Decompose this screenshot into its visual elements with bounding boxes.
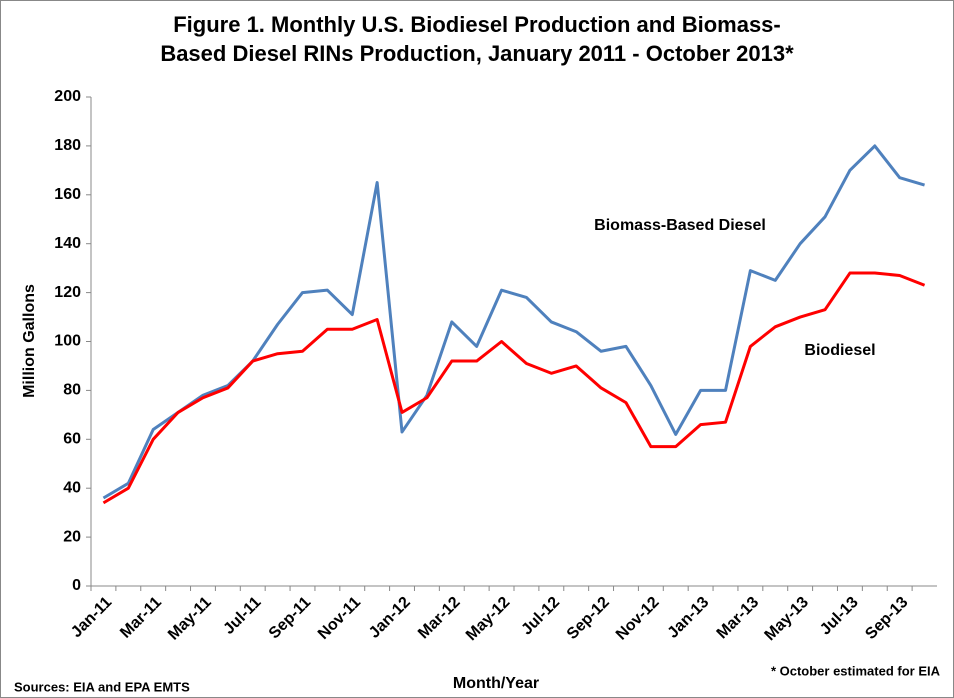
y-tick-label: 140 xyxy=(54,235,81,252)
y-tick-label: 180 xyxy=(54,137,81,154)
y-tick-label: 0 xyxy=(72,577,81,594)
series-label: Biodiesel xyxy=(804,342,875,359)
source-note: Sources: EIA and EPA EMTS xyxy=(14,679,190,694)
x-axis-label: Month/Year xyxy=(453,675,539,692)
y-tick-label: 160 xyxy=(54,186,81,203)
series-label: Biomass-Based Diesel xyxy=(594,217,766,234)
series-line xyxy=(102,271,926,505)
y-tick-label: 120 xyxy=(54,284,81,301)
y-tick-label: 20 xyxy=(63,528,81,545)
chart-title: Figure 1. Monthly U.S. Biodiesel Product… xyxy=(173,12,781,37)
chart-title: Based Diesel RINs Production, January 20… xyxy=(160,41,794,66)
y-axis-label: Million Gallons xyxy=(21,284,38,398)
y-tick-label: 80 xyxy=(63,382,81,399)
y-tick-label: 40 xyxy=(63,479,81,496)
y-tick-label: 100 xyxy=(54,333,81,350)
footnote: * October estimated for EIA xyxy=(771,663,941,678)
y-tick-label: 200 xyxy=(54,88,81,105)
y-tick-label: 60 xyxy=(63,431,81,448)
